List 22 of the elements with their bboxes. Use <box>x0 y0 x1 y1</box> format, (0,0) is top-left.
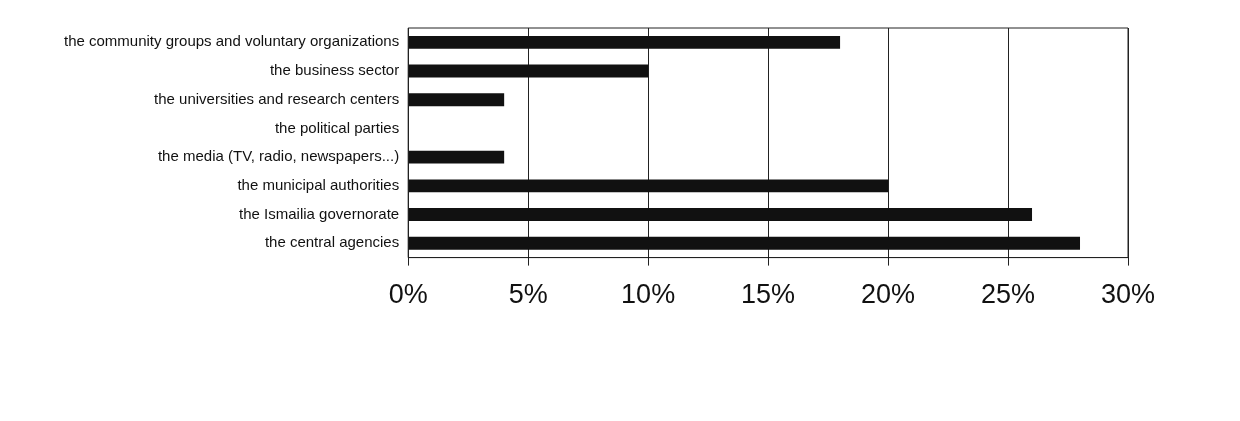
x-tick-label: 25% <box>981 279 1036 310</box>
y-tick-label: the community groups and voluntary organizations <box>64 32 400 50</box>
x-tick-label: 15% <box>741 279 796 310</box>
bar <box>408 208 1033 222</box>
x-tick-label: 30% <box>1100 279 1156 310</box>
x-tick-label: 20% <box>861 279 916 310</box>
bar <box>408 35 841 49</box>
bar <box>408 93 505 107</box>
bar <box>408 236 1081 250</box>
bar <box>408 179 889 193</box>
x-tick-label: 10% <box>621 279 676 310</box>
y-tick-label: the universities and research centers <box>154 89 400 107</box>
x-tick-label: 5% <box>508 279 548 310</box>
y-tick-label: the central agencies <box>264 233 400 251</box>
bar <box>408 150 505 164</box>
y-tick-label: the business sector <box>269 61 400 79</box>
bar <box>408 64 649 78</box>
y-tick-label: the political parties <box>274 118 400 136</box>
y-tick-label: the Ismailia governorate <box>239 204 400 222</box>
y-tick-label: the media (TV, radio, newspapers...) <box>157 147 400 165</box>
y-tick-label: the municipal authorities <box>237 175 400 193</box>
x-tick-label: 0% <box>388 279 428 310</box>
